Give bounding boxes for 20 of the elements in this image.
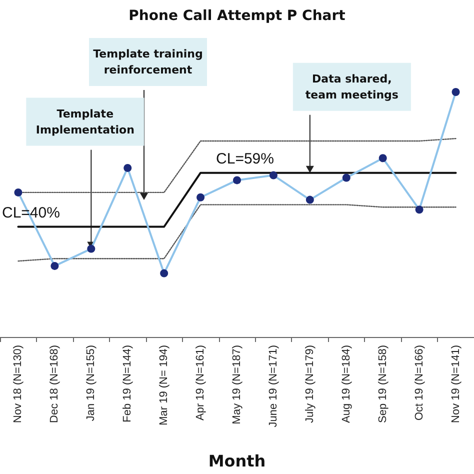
annotation: CL=59% [216, 150, 274, 168]
annotation: Data shared, team meetings [305, 72, 399, 102]
x-tick-label: Oct 19 (N=166) [413, 345, 426, 421]
x-tick-label: Sep 19 (N=158) [376, 345, 389, 423]
x-tick-label: Mar 19 (N= 194) [158, 345, 170, 426]
x-tick-label: June 19 (N=171) [267, 345, 280, 428]
annotation: Template Implementation [36, 107, 134, 136]
x-tick-label: Apr 19 (N=161) [194, 345, 207, 421]
x-tick-label: Nov 18 (N=130) [12, 345, 24, 423]
annotation: CL=40% [2, 204, 60, 222]
x-tick-label: Dec 18 (N=168) [48, 345, 61, 423]
x-tick-label: Feb 19 (N=144) [122, 345, 134, 422]
x-tick-label: Jan 19 (N=155) [85, 345, 98, 422]
x-tick-label: May 19 (N=187) [231, 345, 243, 424]
x-tick-label: Aug 19 (N=184) [340, 345, 352, 423]
x-tick-label: Nov 19 (N=141) [450, 345, 462, 423]
x-axis-title: Month [208, 452, 266, 470]
x-tick-label: July 19 (N=179) [304, 345, 316, 423]
chart-title: Phone Call Attempt P Chart [128, 8, 346, 24]
text: Template training reinforcement [93, 48, 203, 76]
